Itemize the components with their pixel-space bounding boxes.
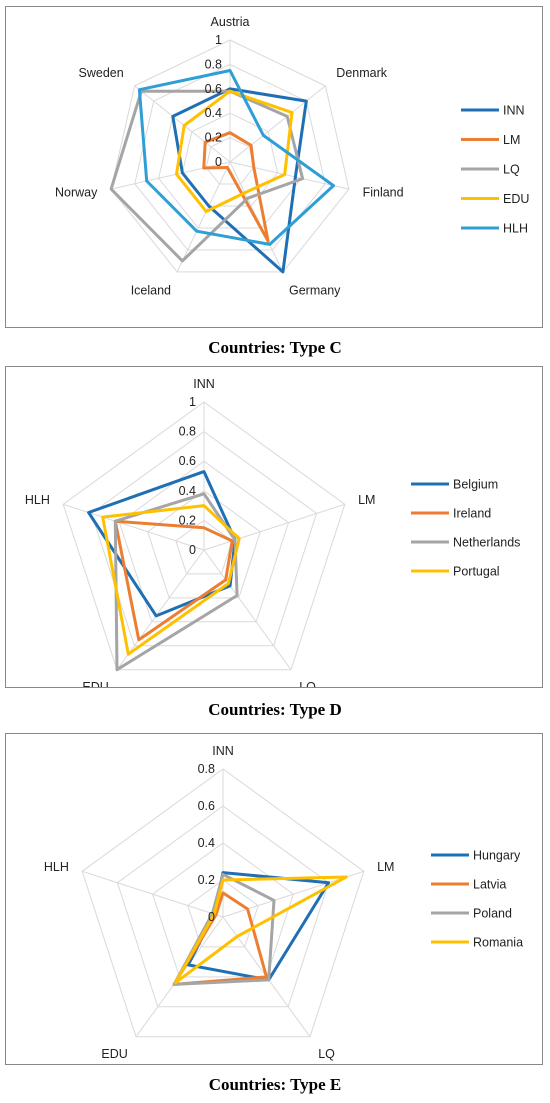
series-line-ireland xyxy=(113,519,234,642)
legend-label-edu: EDU xyxy=(503,192,529,206)
series-line-romania xyxy=(173,875,348,985)
grid-spoke xyxy=(203,503,345,551)
grid-ring xyxy=(205,137,255,185)
tick-label: 0.4 xyxy=(205,106,222,120)
tick-label: 0.2 xyxy=(205,131,222,145)
chart-caption-type-d: Countries: Type D xyxy=(208,700,342,719)
chart-caption-type-e: Countries: Type E xyxy=(208,1075,342,1094)
axis-label-lq: LQ xyxy=(318,1047,335,1061)
axis-label-iceland: Iceland xyxy=(131,284,171,298)
tick-label: 0.8 xyxy=(205,57,222,71)
tick-label: 0.6 xyxy=(179,454,196,468)
tick-label: 1 xyxy=(189,395,196,409)
tick-label: 0 xyxy=(189,543,196,557)
grid-ring xyxy=(110,39,350,273)
radar-chart-type-d: 0 0.2 0.4 0.6 0.8 1 INN LM LQ EDU HLH Belgium Irelan… xyxy=(25,377,521,687)
axis-label-germany: Germany xyxy=(289,284,341,298)
grid-spoke xyxy=(203,549,292,670)
grid-ring xyxy=(116,805,330,1008)
series-line-edu xyxy=(175,89,294,213)
axis-label-hlh: HLH xyxy=(44,860,69,874)
axis-label-lm: LM xyxy=(377,860,394,874)
grid-ring xyxy=(134,63,326,251)
tick-label: 0.6 xyxy=(205,82,222,96)
radar-chart-type-c: 0 0.2 0.4 0.6 0.8 1 Austria Denmark Finland Germa… xyxy=(55,15,529,298)
grid-spoke xyxy=(176,161,231,273)
axis-label-denmark: Denmark xyxy=(336,66,387,80)
tick-label: 0 xyxy=(208,910,215,924)
series-line-poland xyxy=(172,872,276,986)
legend-label-hlh: HLH xyxy=(503,222,528,236)
chart-caption-type-c: Countries: Type C xyxy=(208,338,342,357)
series-line-portugal xyxy=(101,504,241,656)
axis-label-hlh: HLH xyxy=(25,493,50,507)
axis-label-norway: Norway xyxy=(55,185,98,199)
legend-label-lm: LM xyxy=(503,133,520,147)
series-line-lm xyxy=(202,131,270,243)
tick-label: 0.4 xyxy=(179,484,196,498)
grid-spoke xyxy=(229,161,350,190)
tick-label: 0 xyxy=(215,155,222,169)
grid-ring xyxy=(152,842,294,978)
legend-label-portugal: Portugal xyxy=(453,565,500,579)
axis-label-lm: LM xyxy=(358,493,375,507)
grid-spoke xyxy=(134,85,231,163)
series-line-netherlands xyxy=(113,492,239,672)
legend-label-hungary: Hungary xyxy=(473,849,521,863)
legend-label-ireland: Ireland xyxy=(453,507,491,521)
radar-panel-type-e: 0 0.2 0.4 0.6 0.8 INN LM LQ EDU HLH Hungary Latvia P… xyxy=(5,733,543,1065)
tick-label: 0.8 xyxy=(179,425,196,439)
radar-chart-type-e: 0 0.2 0.4 0.6 0.8 INN LM LQ EDU HLH Hungary Latvia P… xyxy=(44,744,523,1061)
axis-label-inn: INN xyxy=(212,744,234,758)
axis-label-austria: Austria xyxy=(211,15,250,29)
series-line-hlh xyxy=(137,69,335,246)
tick-label: 1 xyxy=(215,33,222,47)
tick-label: 0.2 xyxy=(198,873,215,887)
grid-ring xyxy=(90,430,318,647)
axis-label-lq: LQ xyxy=(299,680,316,687)
tick-label: 0.4 xyxy=(198,836,215,850)
legend-label-poland: Poland xyxy=(473,907,512,921)
legend-label-netherlands: Netherlands xyxy=(453,536,520,550)
grid-spoke xyxy=(229,85,326,163)
legend-label-romania: Romania xyxy=(473,936,523,950)
grid-spoke xyxy=(82,870,224,918)
axis-label-edu: EDU xyxy=(82,680,108,687)
legend-label-belgium: Belgium xyxy=(453,478,498,492)
grid-ring xyxy=(81,768,365,1038)
tick-label: 0.2 xyxy=(179,513,196,527)
legend-label-inn: INN xyxy=(503,104,525,118)
grid-spoke xyxy=(116,549,205,670)
radar-panel-type-c: 0 0.2 0.4 0.6 0.8 1 Austria Denmark Finland Germa… xyxy=(5,6,543,328)
legend-label-lq: LQ xyxy=(503,163,520,177)
grid-spoke xyxy=(63,503,205,551)
radar-panel-type-d: 0 0.2 0.4 0.6 0.8 1 INN LM LQ EDU HLH Belgium Irelan… xyxy=(5,366,543,688)
legend-label-latvia: Latvia xyxy=(473,878,506,892)
series-line-latvia xyxy=(172,891,268,986)
grid-ring xyxy=(62,401,346,671)
axis-label-sweden: Sweden xyxy=(79,66,124,80)
axis-label-edu: EDU xyxy=(101,1047,127,1061)
axis-label-inn: INN xyxy=(193,377,215,391)
tick-label: 0.6 xyxy=(198,799,215,813)
tick-label: 0.8 xyxy=(198,762,215,776)
axis-label-finland: Finland xyxy=(363,185,404,199)
